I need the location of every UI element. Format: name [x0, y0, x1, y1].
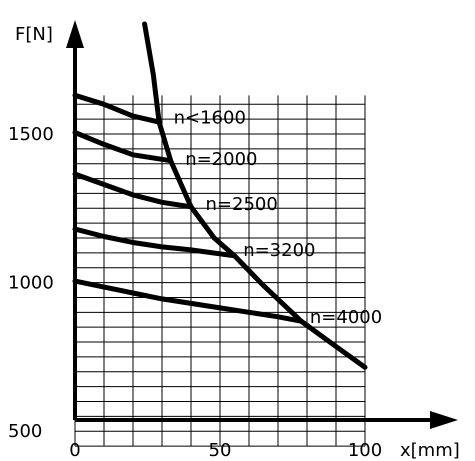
curve-label: n=2000	[185, 149, 257, 170]
series-line-n-4000	[72, 278, 304, 324]
curve-label: n=2500	[206, 194, 278, 215]
curve-labels: n<1600 n=2000 n=2500 n=3200 n=4000	[174, 108, 383, 328]
series-line-n-3200	[72, 226, 237, 259]
y-tick-label: 1500	[8, 124, 54, 145]
y-axis-arrow	[66, 20, 84, 48]
series-line-n-2000	[72, 130, 174, 164]
axes	[66, 20, 458, 429]
series-group	[72, 21, 368, 370]
y-tick-label: 500	[8, 421, 42, 442]
x-axis-label: x[mm]	[400, 440, 460, 461]
x-tick-label: 100	[348, 440, 382, 461]
x-tick-label: 0	[69, 440, 80, 461]
envelope-curve	[142, 21, 368, 370]
series-line-n-1600	[72, 92, 162, 125]
tick-labels: 0 50 100 500 1000 1500	[8, 124, 382, 461]
curve-label: n=3200	[243, 240, 315, 261]
series-line-n-2500	[72, 171, 194, 210]
curve-label: n=4000	[310, 307, 382, 328]
y-axis-label: F[N]	[15, 24, 53, 45]
x-axis-arrow	[430, 411, 458, 429]
y-tick-label: 1000	[8, 273, 54, 294]
x-tick-label: 50	[209, 440, 232, 461]
curve-label: n<1600	[174, 108, 246, 129]
